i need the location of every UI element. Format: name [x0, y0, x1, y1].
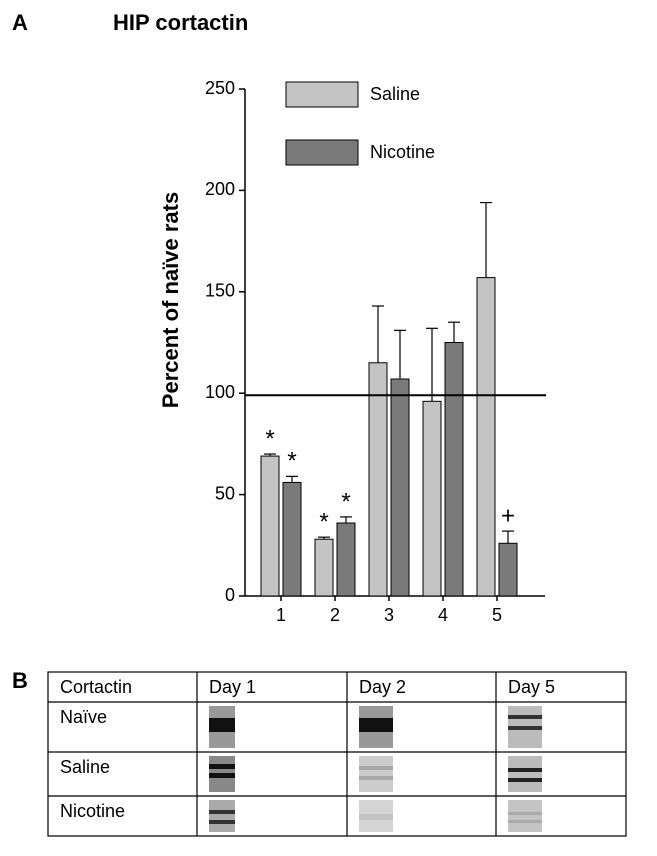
significance-marker: *	[319, 509, 328, 536]
blot	[508, 800, 542, 832]
blot-band	[508, 812, 542, 815]
blot-band	[508, 778, 542, 782]
blot-band	[359, 766, 393, 770]
chart-title: HIP cortactin	[113, 10, 248, 35]
blot-band	[209, 764, 235, 769]
significance-marker: *	[287, 448, 296, 475]
table-header: Cortactin	[60, 677, 132, 697]
blot-band	[508, 768, 542, 772]
table-header: Day 5	[508, 677, 555, 697]
blot	[209, 800, 235, 832]
x-tick-label: 2	[330, 605, 340, 625]
blot-band	[209, 810, 235, 814]
table-header: Day 2	[359, 677, 406, 697]
blot-band	[209, 718, 235, 732]
significance-marker: +	[501, 502, 515, 529]
x-tick-label: 5	[492, 605, 502, 625]
bar	[368, 362, 388, 597]
blot-band	[209, 773, 235, 778]
x-tick-label: 1	[276, 605, 286, 625]
blot-band	[359, 718, 393, 732]
bar	[260, 455, 280, 597]
y-tick-label: 100	[205, 382, 235, 402]
bar	[422, 400, 442, 597]
table-border	[47, 671, 627, 837]
y-tick-label: 50	[215, 483, 235, 503]
bar	[336, 522, 356, 597]
blot-band	[359, 776, 393, 780]
blot-band	[508, 715, 542, 719]
legend-swatch	[285, 81, 359, 108]
panel-label: B	[12, 668, 28, 693]
blot	[359, 756, 393, 792]
blot-band	[508, 820, 542, 823]
y-tick-label: 250	[205, 78, 235, 98]
x-tick-label: 4	[438, 605, 448, 625]
bar	[282, 481, 302, 597]
blot	[508, 756, 542, 792]
blot-band	[508, 726, 542, 730]
significance-marker: *	[341, 488, 350, 515]
bar	[314, 538, 334, 597]
y-tick-label: 0	[225, 585, 235, 605]
bar	[498, 542, 518, 597]
bar	[390, 378, 410, 597]
significance-marker: *	[265, 425, 274, 452]
legend-label: Saline	[370, 84, 420, 104]
y-axis-label: Percent of naïve rats	[158, 192, 183, 408]
x-tick-label: 3	[384, 605, 394, 625]
legend-label: Nicotine	[370, 142, 435, 162]
bar	[476, 277, 496, 597]
y-tick-label: 150	[205, 281, 235, 301]
panel-label: A	[12, 10, 28, 35]
legend-swatch	[285, 139, 359, 166]
table-header: Day 1	[209, 677, 256, 697]
y-tick-label: 200	[205, 179, 235, 199]
row-label: Nicotine	[60, 801, 125, 821]
row-label: Saline	[60, 757, 110, 777]
bar	[444, 342, 464, 597]
blot-band	[209, 820, 235, 824]
blot-band	[359, 814, 393, 820]
row-label: Naïve	[60, 707, 107, 727]
